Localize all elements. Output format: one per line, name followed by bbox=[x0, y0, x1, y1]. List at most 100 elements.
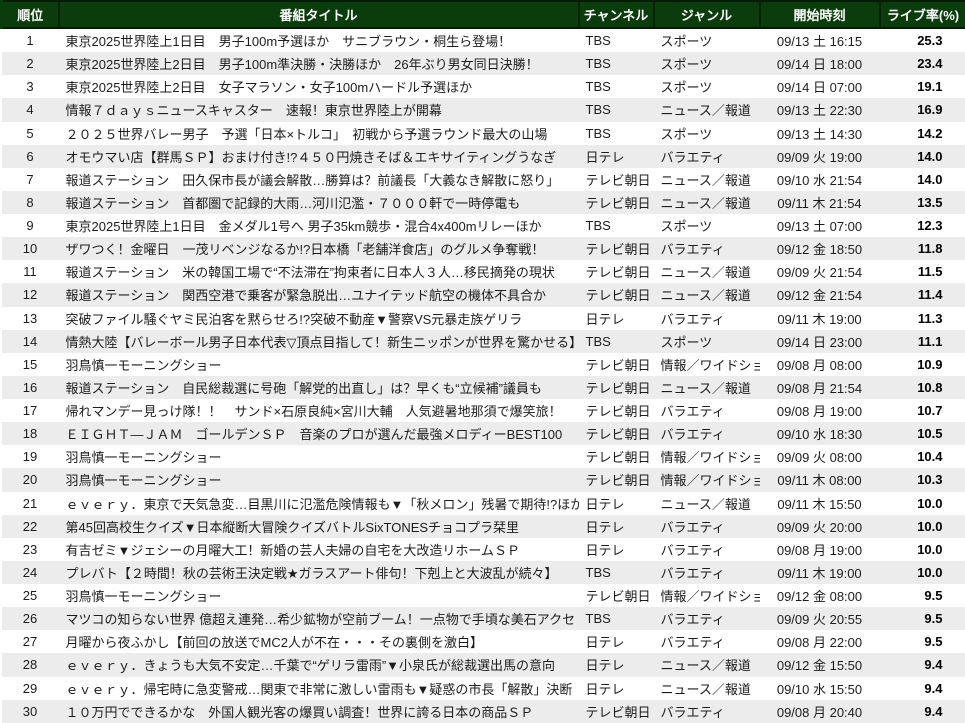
cell-rate: 11.5 bbox=[880, 260, 965, 283]
cell-start: 09/10 水 15:50 bbox=[760, 677, 880, 700]
cell-start: 09/08 月 19:00 bbox=[760, 399, 880, 422]
cell-start: 09/11 木 08:00 bbox=[760, 468, 880, 491]
cell-title: 報道ステーション 田久保市長が議会解散…勝算は？前議長「大義なき解散に怒り」 bbox=[59, 168, 579, 191]
column-header-channel: チャンネル bbox=[579, 1, 654, 28]
cell-genre: スポーツ bbox=[654, 214, 760, 237]
cell-start: 09/10 水 18:30 bbox=[760, 422, 880, 445]
cell-rate: 10.0 bbox=[880, 538, 965, 561]
cell-rank: 7 bbox=[2, 168, 59, 191]
column-header-rank: 順位 bbox=[2, 1, 59, 28]
cell-channel: テレビ朝日 bbox=[579, 168, 654, 191]
column-header-rate: ライブ率(%) bbox=[880, 1, 965, 28]
cell-title: １０万円でできるかな 外国人観光客の爆買い調査！世界に誇る日本の商品ＳＰ bbox=[59, 700, 579, 723]
cell-rank: 24 bbox=[2, 561, 59, 584]
cell-channel: テレビ朝日 bbox=[579, 422, 654, 445]
cell-rank: 1 bbox=[2, 28, 59, 52]
cell-start: 09/11 木 21:54 bbox=[760, 191, 880, 214]
cell-rank: 15 bbox=[2, 353, 59, 376]
cell-title: 羽鳥慎一モーニングショー bbox=[59, 584, 579, 607]
cell-start: 09/09 火 08:00 bbox=[760, 445, 880, 468]
cell-rate: 13.5 bbox=[880, 191, 965, 214]
cell-start: 09/14 日 07:00 bbox=[760, 75, 880, 98]
cell-rank: 25 bbox=[2, 584, 59, 607]
cell-start: 09/08 月 19:00 bbox=[760, 538, 880, 561]
cell-rank: 14 bbox=[2, 330, 59, 353]
cell-rate: 11.8 bbox=[880, 237, 965, 260]
cell-start: 09/13 土 07:00 bbox=[760, 214, 880, 237]
cell-title: 突破ファイル騒ぐヤミ民泊客を黙らせろ!?突破不動産▼警察VS元暴走族ゲリラ bbox=[59, 307, 579, 330]
cell-channel: 日テレ bbox=[579, 630, 654, 653]
cell-rank: 13 bbox=[2, 307, 59, 330]
cell-rate: 14.2 bbox=[880, 122, 965, 145]
cell-title: オモウマい店【群馬ＳＰ】おまけ付き!?４５０円焼きそば＆エキサイティングうなぎ bbox=[59, 145, 579, 168]
cell-genre: 情報／ワイドショー bbox=[654, 468, 760, 491]
cell-genre: バラエティ bbox=[654, 237, 760, 260]
cell-start: 09/12 金 15:50 bbox=[760, 653, 880, 676]
cell-start: 09/10 水 21:54 bbox=[760, 168, 880, 191]
cell-title: ザワつく！金曜日 一茂リベンジなるか!?日本橋「老舗洋食店」のグルメ争奪戦！ bbox=[59, 237, 579, 260]
cell-start: 09/14 日 23:00 bbox=[760, 330, 880, 353]
cell-channel: 日テレ bbox=[579, 538, 654, 561]
cell-genre: バラエティ bbox=[654, 422, 760, 445]
cell-rank: 30 bbox=[2, 700, 59, 723]
cell-rank: 8 bbox=[2, 191, 59, 214]
cell-title: 報道ステーション 米の韓国工場で“不法滞在”拘束者に日本人３人…移民摘発の現状 bbox=[59, 260, 579, 283]
cell-rate: 10.0 bbox=[880, 515, 965, 538]
cell-title: 羽鳥慎一モーニングショー bbox=[59, 445, 579, 468]
cell-title: 東京2025世界陸上2日目 女子マラソン・女子100mハードル予選ほか bbox=[59, 75, 579, 98]
cell-rank: 9 bbox=[2, 214, 59, 237]
cell-rank: 27 bbox=[2, 630, 59, 653]
cell-start: 09/11 木 19:00 bbox=[760, 561, 880, 584]
cell-channel: 日テレ bbox=[579, 653, 654, 676]
cell-title: 月曜から夜ふかし【前回の放送でMC2人が不在・・・その裏側を激白】 bbox=[59, 630, 579, 653]
cell-channel: テレビ朝日 bbox=[579, 700, 654, 723]
cell-start: 09/12 金 18:50 bbox=[760, 237, 880, 260]
cell-channel: TBS bbox=[579, 330, 654, 353]
cell-genre: ニュース／報道 bbox=[654, 191, 760, 214]
cell-rank: 29 bbox=[2, 677, 59, 700]
cell-rank: 22 bbox=[2, 515, 59, 538]
cell-genre: スポーツ bbox=[654, 28, 760, 52]
cell-channel: テレビ朝日 bbox=[579, 376, 654, 399]
cell-rank: 12 bbox=[2, 283, 59, 306]
cell-rate: 9.4 bbox=[880, 677, 965, 700]
cell-start: 09/09 火 20:00 bbox=[760, 515, 880, 538]
cell-genre: バラエティ bbox=[654, 607, 760, 630]
cell-start: 09/11 木 15:50 bbox=[760, 492, 880, 515]
cell-rate: 23.4 bbox=[880, 52, 965, 75]
cell-genre: スポーツ bbox=[654, 330, 760, 353]
cell-genre: ニュース／報道 bbox=[654, 653, 760, 676]
cell-channel: テレビ朝日 bbox=[579, 399, 654, 422]
cell-rank: 5 bbox=[2, 122, 59, 145]
cell-genre: ニュース／報道 bbox=[654, 168, 760, 191]
cell-genre: 情報／ワイドショー bbox=[654, 353, 760, 376]
cell-rate: 9.5 bbox=[880, 607, 965, 630]
cell-genre: ニュース／報道 bbox=[654, 376, 760, 399]
cell-genre: バラエティ bbox=[654, 515, 760, 538]
cell-rate: 25.3 bbox=[880, 28, 965, 52]
cell-channel: TBS bbox=[579, 122, 654, 145]
cell-channel: TBS bbox=[579, 561, 654, 584]
cell-rate: 10.4 bbox=[880, 445, 965, 468]
cell-rate: 19.1 bbox=[880, 75, 965, 98]
cell-rate: 11.3 bbox=[880, 307, 965, 330]
cell-channel: テレビ朝日 bbox=[579, 584, 654, 607]
cell-rank: 6 bbox=[2, 145, 59, 168]
header-row: 順位 番組タイトル チャンネル ジャンル 開始時刻 ライブ率(%) bbox=[2, 1, 965, 28]
cell-start: 09/08 月 22:00 bbox=[760, 630, 880, 653]
cell-channel: TBS bbox=[579, 28, 654, 52]
cell-title: 報道ステーション 首都圏で記録的大雨…河川氾濫・７０００軒で一時停電も bbox=[59, 191, 579, 214]
